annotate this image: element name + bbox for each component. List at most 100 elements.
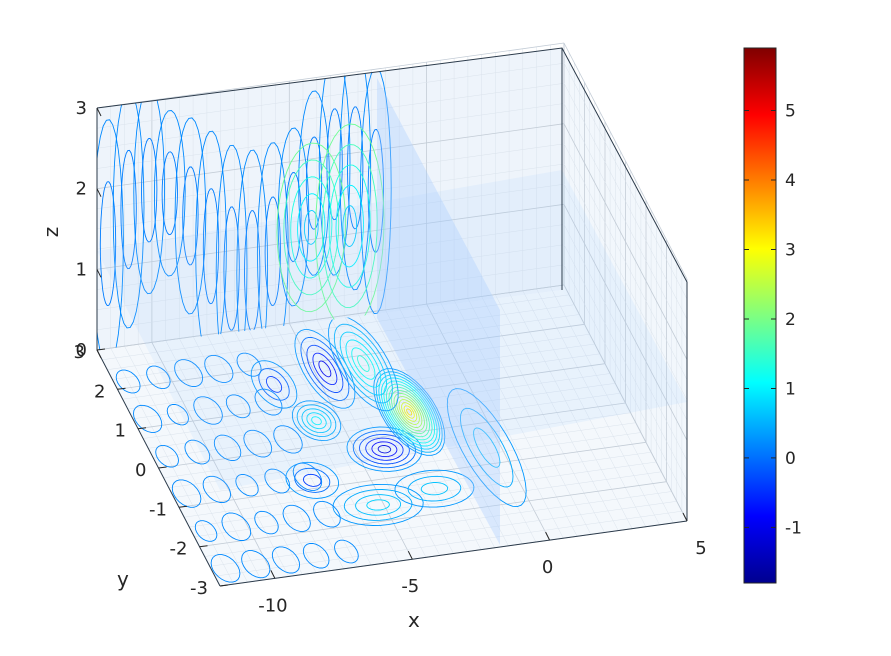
contour-line	[202, 475, 232, 504]
contour-line	[406, 408, 413, 416]
contour-line	[306, 412, 327, 430]
colorbar-tick-label: 1	[785, 380, 796, 400]
contour-line	[383, 380, 436, 444]
contour-line	[285, 172, 302, 262]
contour-line	[273, 425, 303, 454]
contour-line	[367, 129, 384, 253]
contour-line	[174, 117, 207, 315]
y-tick-label: 0	[135, 460, 146, 481]
contour-line	[297, 193, 326, 262]
y-tick	[219, 584, 229, 587]
contour-line	[294, 329, 356, 409]
contour-line	[254, 388, 283, 416]
colorbar-gradient	[743, 47, 777, 584]
contour-line	[303, 210, 319, 245]
contour-line	[193, 396, 223, 425]
contour-line	[184, 439, 211, 465]
contour-line	[292, 462, 323, 491]
y-tick	[117, 387, 126, 390]
contour-line	[328, 315, 399, 412]
z-tick	[96, 107, 102, 117]
contour-line	[264, 196, 281, 306]
right-wall	[562, 48, 687, 521]
contour-line	[171, 479, 202, 508]
z-tick-label: 3	[76, 98, 87, 119]
contour-line	[394, 469, 475, 508]
z-tick-label: 0	[76, 340, 87, 361]
contour-line	[258, 368, 290, 401]
x-tick-label: -5	[401, 576, 419, 597]
z-tick-label: 2	[76, 179, 87, 200]
contour-line	[385, 383, 433, 441]
colorbar-tick-label: 2	[785, 310, 796, 330]
y-tick-label: -1	[149, 499, 167, 520]
y-tick-label: 2	[94, 381, 105, 402]
contour-line	[332, 483, 424, 526]
contour-line	[321, 144, 378, 309]
contour-line	[133, 404, 163, 433]
contour-line	[276, 142, 347, 313]
contour-line	[99, 181, 117, 306]
contour-line	[388, 386, 430, 438]
colorbar: -1 0 1 2 3 4 5	[743, 47, 802, 584]
contour-line	[290, 176, 333, 279]
contour-line	[221, 512, 252, 541]
contour-line	[357, 355, 370, 372]
contour-line	[371, 441, 398, 458]
contour-line	[215, 144, 248, 350]
y-tick	[178, 505, 188, 508]
axes-panes	[97, 48, 687, 586]
contour-line	[366, 499, 390, 511]
contour-line	[398, 399, 420, 425]
contour-line	[244, 210, 261, 333]
colorbar-tick-label: 3	[785, 241, 796, 261]
x-axis-label: x	[408, 608, 420, 632]
contour-line	[236, 352, 262, 377]
contour-line	[300, 336, 350, 401]
contour-line	[393, 393, 425, 432]
contour-line	[174, 359, 204, 387]
x-tick	[682, 512, 688, 522]
contour-line	[112, 90, 145, 329]
contour-line	[301, 408, 332, 434]
contour-line	[396, 396, 423, 428]
contour-line	[120, 149, 137, 270]
contour-line	[271, 546, 301, 574]
contour-line	[296, 404, 337, 438]
contour-line	[166, 404, 189, 426]
contour-line	[155, 444, 179, 468]
contour-line	[333, 323, 393, 404]
contour-line	[311, 416, 322, 426]
contour-line	[302, 543, 330, 569]
contour-line	[373, 368, 446, 456]
contour-line	[380, 377, 438, 447]
contour-line	[351, 347, 376, 380]
contour-line	[202, 188, 220, 305]
x-tick	[407, 550, 413, 560]
tick-marks	[96, 107, 688, 587]
contour-line	[225, 394, 251, 419]
contour-line	[97, 119, 124, 350]
y-tick	[96, 348, 106, 351]
contour-line	[182, 166, 199, 266]
contour-line	[342, 205, 358, 247]
contour-line	[365, 437, 404, 461]
slice-plane-z	[97, 170, 687, 490]
contour-line	[213, 434, 242, 461]
contour-line	[407, 475, 462, 502]
contour-line	[254, 510, 279, 535]
contour-line	[282, 504, 311, 532]
contour-line	[194, 520, 218, 542]
contour-line	[347, 106, 364, 230]
contour-line	[343, 489, 413, 521]
contour-line	[303, 473, 322, 487]
contour-line	[391, 389, 428, 435]
contour-line	[401, 402, 418, 422]
contour-line	[359, 433, 410, 465]
contour-line	[314, 123, 385, 329]
y-axis-label: y	[117, 567, 129, 591]
y-tick-label: 3	[74, 342, 85, 363]
y-tick	[137, 427, 147, 430]
contour-line	[141, 137, 158, 243]
floor-contours	[115, 315, 527, 583]
